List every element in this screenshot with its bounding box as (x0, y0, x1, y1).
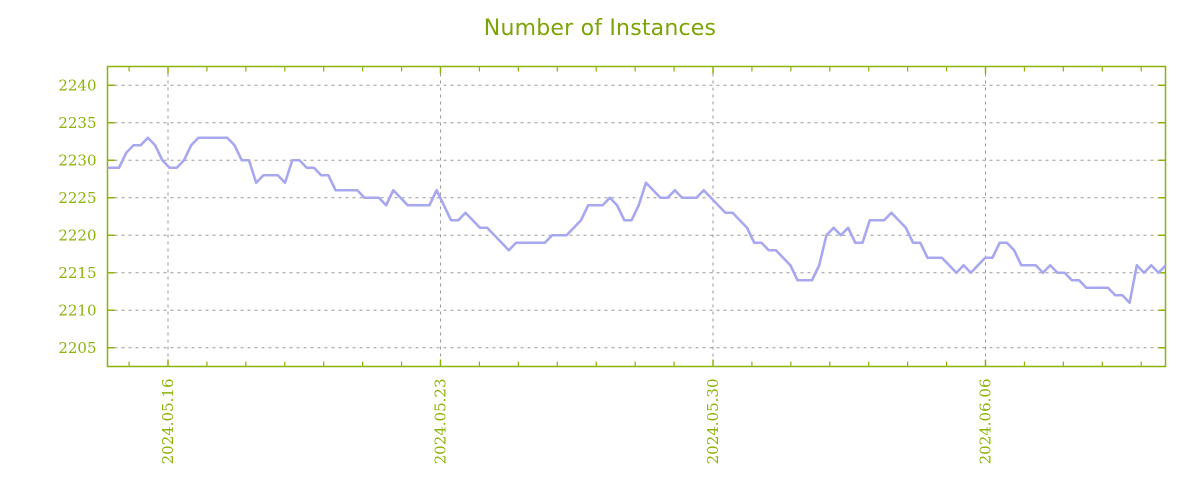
x-axis-tick-label: 2024.06.06 (977, 379, 995, 465)
y-axis-ticks-group (107, 84, 1166, 349)
y-axis-tick-label: 2225 (58, 189, 96, 207)
y-axis-tick-label: 2220 (58, 226, 96, 244)
y-axis-tick-label: 2235 (58, 114, 96, 132)
x-axis-tick-label: 2024.05.16 (159, 379, 177, 465)
x-axis-labels-group: 2024.05.16 2024.05.23 2024.05.30 2024.06.06 (159, 379, 995, 465)
y-axis-labels-group: 2240 2235 2230 2225 2220 2215 2210 2205 (58, 76, 96, 357)
data-series-line (107, 136, 1166, 305)
y-axis-tick-label: 2205 (58, 339, 96, 357)
x-axis-ticks-group (128, 66, 1142, 367)
x-axis-tick-label: 2024.05.30 (704, 379, 722, 465)
x-axis-tick-label: 2024.05.23 (432, 379, 450, 465)
plot-frame (106, 65, 1167, 368)
y-axis-tick-label: 2215 (58, 264, 96, 282)
y-axis-tick-label: 2240 (58, 76, 96, 94)
gridlines-group (107, 84, 1166, 349)
chart-title: Number of Instances (483, 16, 717, 41)
x-gridlines-group (167, 66, 986, 367)
y-axis-tick-label: 2230 (58, 151, 96, 169)
y-axis-tick-label: 2210 (58, 301, 96, 319)
